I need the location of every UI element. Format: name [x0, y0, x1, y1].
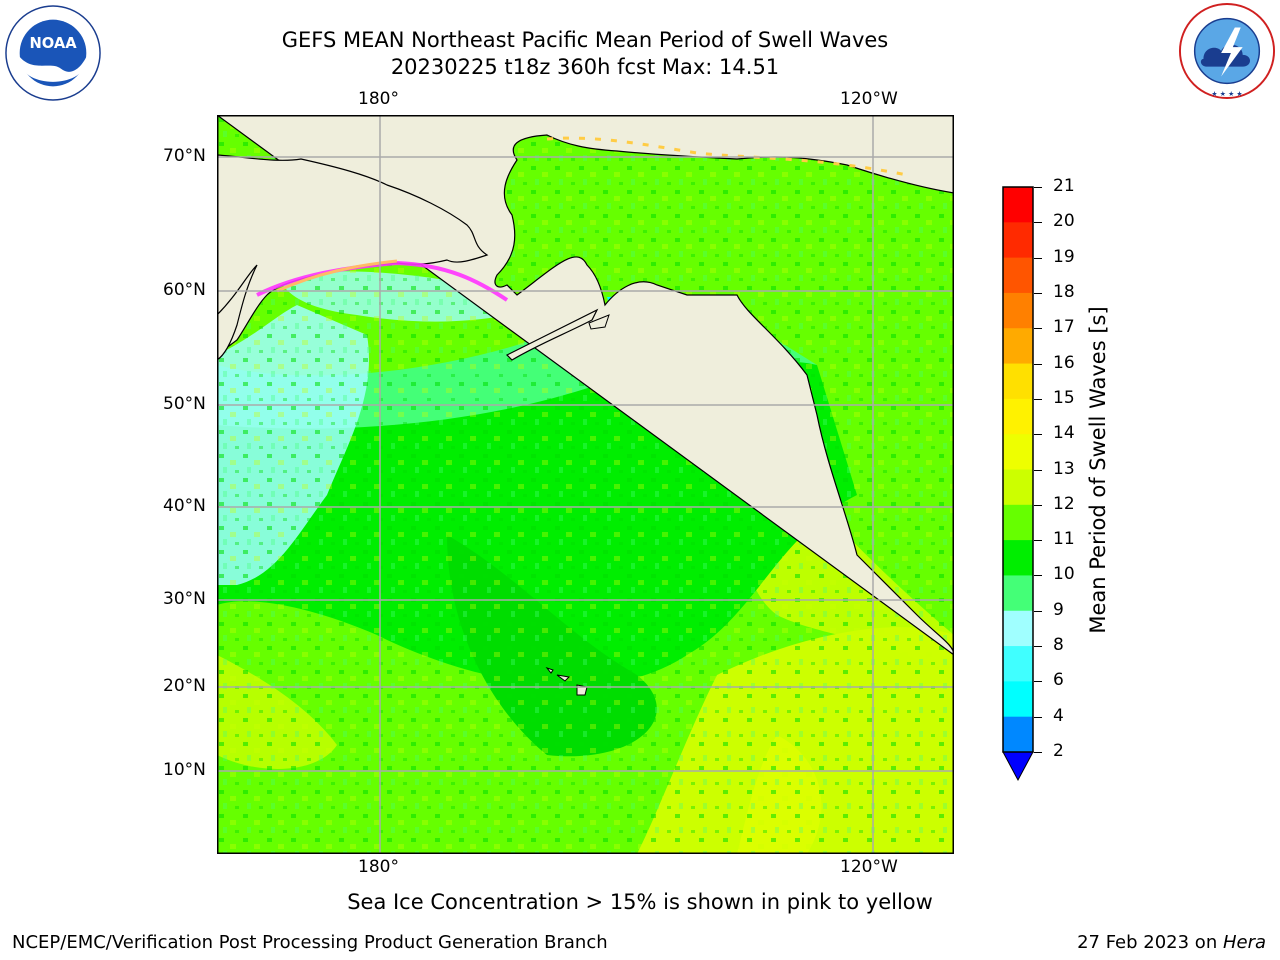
colorbar-tick-label: 20	[1053, 211, 1075, 232]
sea-ice-fringe	[256, 260, 509, 302]
colorbar-tick-label: 19	[1053, 246, 1075, 267]
colorbar-tick-label: 2	[1053, 741, 1064, 761]
colorbar-tick-label: 11	[1053, 529, 1075, 550]
footer-host: Hera	[1222, 932, 1266, 953]
lat-label-20n: 20°N	[163, 676, 206, 696]
lon-label-120w-top: 120°W	[840, 89, 898, 109]
colorbar-swatch	[1003, 540, 1033, 576]
colorbar-tick-label: 10	[1053, 564, 1075, 585]
svg-text:NOAA: NOAA	[29, 35, 77, 52]
colorbar-tick-mark	[1034, 575, 1042, 577]
colorbar	[1002, 186, 1034, 782]
colorbar-tick-mark	[1034, 292, 1042, 294]
colorbar-tick-mark	[1034, 540, 1042, 542]
swell-period-map	[217, 115, 954, 854]
colorbar-swatch	[1003, 504, 1033, 541]
colorbar-tick-mark	[1034, 469, 1042, 471]
footer-credit: NCEP/EMC/Verification Post Processing Pr…	[12, 932, 608, 953]
colorbar-tick-label: 18	[1053, 281, 1075, 302]
colorbar-tick-label: 14	[1053, 423, 1075, 444]
colorbar-tick-label: 15	[1053, 387, 1075, 408]
lon-label-180-bottom: 180°	[358, 857, 399, 877]
colorbar-tick-label: 12	[1053, 493, 1075, 514]
colorbar-swatch	[1003, 716, 1033, 753]
colorbar-swatch	[1003, 363, 1033, 400]
colorbar-tick-mark	[1034, 504, 1042, 506]
colorbar-tick-mark	[1034, 681, 1042, 683]
colorbar-swatch	[1003, 328, 1033, 365]
colorbar-tick-mark	[1034, 610, 1042, 612]
lat-label-50n: 50°N	[163, 394, 206, 414]
lat-label-10n: 10°N	[163, 760, 206, 780]
alaska-peninsula	[505, 308, 599, 361]
colorbar-tick-label: 17	[1053, 317, 1075, 338]
colorbar-tick-mark	[1034, 752, 1042, 753]
lat-label-30n: 30°N	[163, 589, 206, 609]
sea-ice-note: Sea Ice Concentration > 15% is shown in …	[347, 890, 933, 914]
arctic-ice-edge	[546, 136, 908, 177]
colorbar-tick-mark	[1034, 434, 1042, 436]
map-frame	[217, 115, 954, 854]
noaa-logo: NOAA	[4, 4, 102, 102]
colorbar-swatch	[1003, 646, 1033, 682]
colorbar-tick-mark	[1034, 187, 1042, 188]
colorbar-tick-mark	[1034, 257, 1042, 259]
sea-ice-fringe-outer	[276, 259, 398, 293]
colorbar-swatch	[1003, 681, 1033, 718]
colorbar-tick-mark	[1034, 328, 1042, 330]
colorbar-swatch	[1003, 575, 1033, 612]
colorbar-swatch	[1003, 434, 1033, 470]
footer-date-text: 27 Feb 2023 on	[1077, 932, 1223, 953]
colorbar-swatch	[1003, 469, 1033, 506]
colorbar-tick-mark	[1034, 646, 1042, 648]
colorbar-swatch	[1003, 257, 1033, 294]
colorbar-swatch	[1003, 398, 1033, 435]
svg-text:★ ★ ★ ★: ★ ★ ★ ★	[1211, 90, 1242, 98]
colorbar-swatch	[1003, 187, 1033, 223]
colorbar-tick-label: 6	[1053, 670, 1064, 691]
colorbar-title: Mean Period of Swell Waves [s]	[1086, 306, 1110, 634]
colorbar-tick-mark	[1034, 363, 1042, 365]
colorbar-tick-label: 4	[1053, 705, 1064, 726]
lat-label-70n: 70°N	[163, 146, 206, 166]
colorbar-tick-mark	[1034, 398, 1042, 400]
colorbar-swatch	[1003, 610, 1033, 647]
map-title: GEFS MEAN Northeast Pacific Mean Period …	[281, 28, 889, 52]
lon-label-180-top: 180°	[358, 89, 399, 109]
colorbar-tick-mark	[1034, 222, 1042, 224]
colorbar-swatch	[1003, 222, 1033, 259]
nws-logo: ★ ★ ★ ★	[1178, 2, 1276, 100]
lat-label-60n: 60°N	[163, 280, 206, 300]
kodiak-island	[588, 314, 610, 330]
colorbar-tick-mark	[1034, 716, 1042, 718]
footer-date: 27 Feb 2023 on Hera	[1077, 932, 1266, 953]
lon-label-120w-bottom: 120°W	[840, 857, 898, 877]
map-subtitle: 20230225 t18z 360h fcst Max: 14.51	[390, 55, 780, 79]
colorbar-tick-label: 8	[1053, 635, 1064, 656]
kamchatka-landmass	[217, 264, 258, 361]
colorbar-extend-arrow	[1002, 751, 1034, 782]
colorbar-tick-label: 13	[1053, 458, 1075, 479]
colorbar-tick-label: 9	[1053, 599, 1064, 620]
lat-label-40n: 40°N	[163, 496, 206, 516]
colorbar-frame	[1002, 186, 1034, 753]
colorbar-swatch	[1003, 292, 1033, 329]
colorbar-tick-label: 21	[1053, 176, 1075, 196]
colorbar-tick-label: 16	[1053, 352, 1075, 373]
